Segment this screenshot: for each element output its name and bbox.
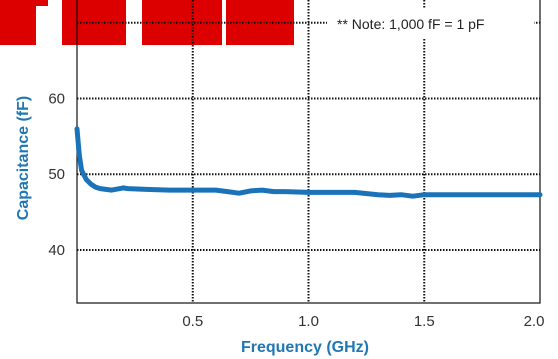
tick-labels: 0.5 1.0 1.5 2.0 40 50 60 xyxy=(48,90,544,330)
y-tick-label: 40 xyxy=(48,242,65,259)
note-annotation: ** Note: 1,000 fF = 1 pF xyxy=(337,16,484,32)
grid-lines xyxy=(77,0,540,303)
y-tick-label: 50 xyxy=(48,166,65,183)
x-tick-label: 1.0 xyxy=(298,313,319,330)
series-layer xyxy=(74,126,543,199)
x-tick-label: 2.0 xyxy=(524,313,545,330)
y-axis-title: Capacitance (fF) xyxy=(15,96,32,220)
note-box xyxy=(327,9,534,39)
y-tick-label: 60 xyxy=(48,90,65,107)
x-axis-title: Frequency (GHz) xyxy=(241,339,369,356)
series-line xyxy=(74,126,543,199)
x-tick-label: 0.5 xyxy=(182,313,203,330)
x-tick-label: 1.5 xyxy=(414,313,435,330)
